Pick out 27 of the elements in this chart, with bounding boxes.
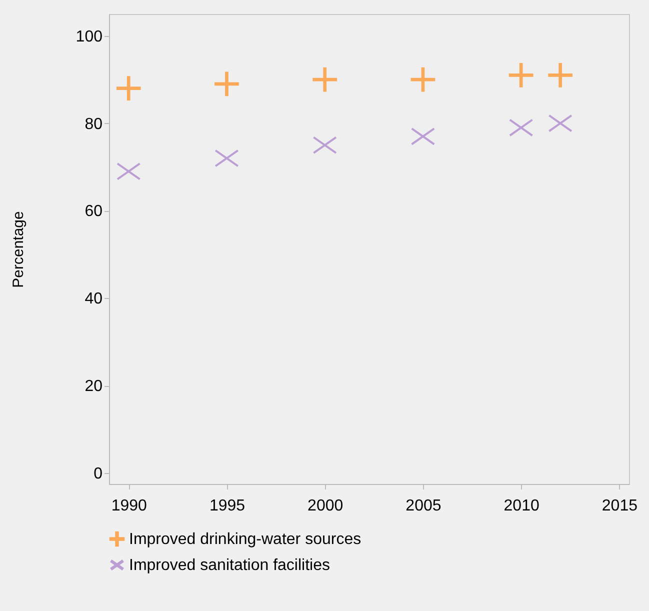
point: [508, 63, 534, 88]
point: [410, 67, 436, 92]
point: [312, 67, 338, 92]
x-tick-label: 2005: [406, 498, 442, 514]
point: [548, 63, 572, 88]
point: [116, 162, 141, 180]
y-tick-label: 40: [84, 290, 103, 308]
x-tick-label: 2015: [602, 498, 638, 514]
point: [116, 76, 141, 101]
y-tick-label: 100: [76, 28, 103, 46]
y-tick-label: 0: [94, 466, 103, 483]
y-tick-label: 80: [84, 116, 103, 133]
point: [214, 149, 239, 168]
legend-label: Improved drinking-water sources: [129, 531, 362, 548]
point: [312, 136, 338, 154]
y-tick-label: 60: [84, 203, 103, 220]
point: [214, 72, 239, 96]
y-axis-title: Percentage: [10, 211, 27, 288]
point: [548, 114, 572, 132]
point: [508, 118, 534, 136]
x-tick-label: 1995: [209, 498, 246, 514]
x-tick-label: 2010: [504, 498, 540, 514]
x-tick-label: 2000: [308, 498, 344, 514]
legend-label: Improved sanitation facilities: [129, 557, 330, 574]
y-tick-label: 20: [84, 378, 103, 396]
x-tick-label: 1990: [111, 498, 148, 514]
point: [410, 128, 436, 146]
